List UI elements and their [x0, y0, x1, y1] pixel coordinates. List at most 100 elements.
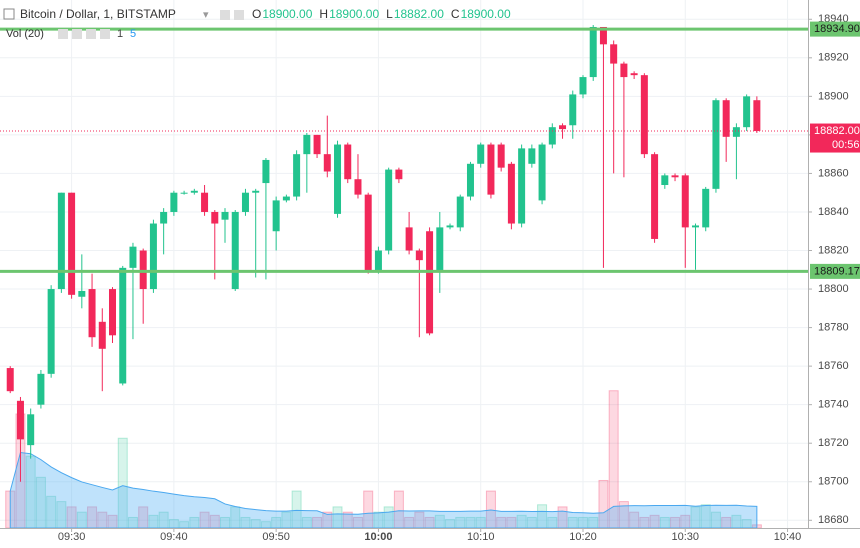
y-tick-label: 18800	[818, 283, 849, 295]
candle-body	[446, 225, 454, 228]
ohlc-label: C	[451, 7, 460, 21]
candle-body	[323, 154, 331, 172]
candle-body	[201, 192, 209, 212]
x-tick-label: 10:20	[569, 531, 597, 543]
candle-body	[487, 144, 495, 195]
icon[interactable]	[234, 10, 244, 20]
ohlc-label: H	[319, 7, 328, 21]
candle-body	[436, 227, 444, 272]
candle-body	[671, 175, 679, 178]
y-tick-label: 18900	[818, 90, 849, 102]
candle-body	[395, 169, 403, 180]
candle-body	[282, 196, 290, 201]
candle-body	[272, 200, 280, 232]
candle-body	[630, 73, 638, 76]
candle-body	[221, 211, 229, 220]
candle-body	[569, 94, 577, 126]
candle-body	[27, 414, 35, 446]
candle-body	[354, 179, 362, 195]
candle-body	[139, 250, 147, 290]
candle-body	[149, 223, 157, 290]
volume-legend-value: 1	[117, 28, 123, 40]
icon[interactable]	[220, 10, 230, 20]
candle-body	[374, 250, 382, 272]
candle-body	[702, 188, 710, 228]
candle-body	[293, 154, 301, 197]
candle-body	[303, 134, 311, 155]
candle-body	[548, 127, 556, 145]
candle-body	[88, 289, 96, 338]
countdown: 00:56	[832, 139, 860, 151]
ohlc-legend: O 18900.00 H 18900.00 L 18882.00 C 18900.00	[252, 7, 511, 21]
candle-body	[252, 190, 260, 193]
last-price-label: 18882.00	[814, 125, 860, 137]
candle-body	[538, 144, 546, 201]
candle-body	[119, 267, 127, 384]
candle-body	[426, 231, 434, 334]
ohlc-label: O	[252, 7, 261, 21]
y-tick-label: 18760	[818, 360, 849, 372]
candle-body	[599, 26, 607, 45]
icon[interactable]	[86, 29, 96, 39]
x-tick-label: 10:40	[774, 531, 802, 543]
y-tick-label: 18680	[818, 514, 849, 526]
candle-body	[405, 227, 413, 251]
ohlc-value: 18900.00	[262, 7, 312, 21]
candle-body	[456, 196, 464, 228]
candle-body	[313, 134, 321, 155]
dropdown-icon[interactable]: ▾	[203, 9, 209, 21]
x-tick-label: 10:30	[672, 531, 700, 543]
y-tick-label: 18780	[818, 321, 849, 333]
level-label-box	[810, 263, 860, 279]
x-tick-label: 09:40	[160, 531, 188, 543]
y-tick-label: 18740	[818, 399, 849, 411]
candle-body	[415, 250, 423, 261]
candle-body	[344, 144, 352, 180]
candle-body	[129, 246, 137, 268]
candle-body	[477, 144, 485, 164]
icon[interactable]	[58, 29, 68, 39]
candle-body	[528, 148, 536, 164]
icon[interactable]	[100, 29, 110, 39]
candle-body	[712, 100, 720, 189]
last-price-box	[810, 123, 860, 153]
candle-body	[661, 175, 669, 185]
candle-body	[47, 289, 55, 374]
collapse-icon[interactable]	[3, 8, 15, 20]
candle-body	[559, 125, 567, 130]
y-tick-label: 18720	[818, 437, 849, 449]
candle-body	[160, 211, 168, 224]
header: Bitcoin / Dollar, 1, BITSTAMP ▾ O 18900.0…	[3, 7, 511, 40]
y-tick-label: 18820	[818, 244, 849, 256]
candle-body	[334, 144, 342, 214]
axes: 18680 18700 18720 18740 18760 18780 18800 18820…	[58, 13, 860, 543]
candle-body	[753, 100, 761, 132]
candle-body	[180, 192, 188, 194]
level-label: 18934.90	[814, 23, 860, 35]
candle-body	[681, 175, 689, 228]
candle-body	[385, 169, 393, 251]
volume-ma	[9, 451, 758, 529]
x-tick-label: 10:10	[467, 531, 495, 543]
x-tick-label: 09:30	[58, 531, 86, 543]
candle-body	[651, 154, 659, 239]
volume-legend-value: 5	[130, 28, 136, 40]
x-tick-label: 09:50	[262, 531, 290, 543]
y-tick-label: 18920	[818, 52, 849, 64]
candle-body	[497, 144, 505, 168]
volume-pane	[5, 390, 762, 529]
candle-body	[190, 190, 198, 193]
candle-body	[68, 192, 76, 295]
candle-body	[37, 373, 45, 405]
candle-body	[231, 211, 239, 290]
volume-title: Vol (20)	[6, 28, 44, 40]
candle-body	[241, 192, 249, 212]
ohlc-label: L	[386, 7, 393, 21]
candle-body	[743, 96, 751, 128]
x-tick-label: 10:00	[364, 531, 392, 543]
candle-body	[98, 321, 106, 349]
candle-body	[507, 163, 515, 224]
icon[interactable]	[72, 29, 82, 39]
